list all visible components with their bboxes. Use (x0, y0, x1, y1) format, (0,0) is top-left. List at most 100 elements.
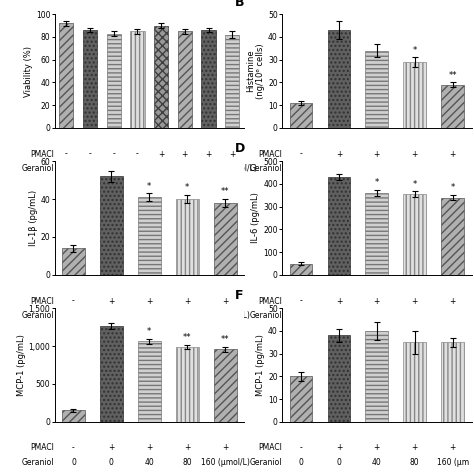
Bar (176, 347, 199, 422)
Text: 40: 40 (180, 164, 190, 173)
Bar (365, 331, 388, 422)
Text: 0: 0 (71, 458, 76, 467)
Bar (138, 197, 161, 275)
Text: +: + (146, 297, 153, 306)
Text: -: - (300, 297, 302, 306)
Bar (176, 199, 199, 275)
Bar (441, 198, 464, 275)
Y-axis label: Histamine
(ng/10⁶ cells): Histamine (ng/10⁶ cells) (246, 43, 265, 99)
Bar (441, 342, 464, 422)
Bar (201, 30, 216, 128)
Text: D: D (235, 143, 245, 155)
Text: 160: 160 (130, 164, 145, 173)
Text: *: * (451, 183, 455, 192)
Text: 0: 0 (64, 164, 69, 173)
Text: **: ** (221, 335, 229, 344)
Text: **: ** (221, 187, 229, 196)
Bar (214, 349, 237, 422)
Text: 80: 80 (182, 311, 192, 320)
Text: +: + (449, 297, 456, 306)
Text: Geraniol: Geraniol (249, 311, 282, 320)
Bar (290, 376, 312, 422)
Text: PMACI: PMACI (258, 444, 282, 453)
Text: 80: 80 (204, 164, 213, 173)
Text: 0: 0 (299, 458, 303, 467)
Text: +: + (374, 150, 380, 159)
Text: -: - (65, 150, 68, 159)
Text: **: ** (448, 71, 457, 80)
Bar (328, 336, 350, 422)
Text: +: + (449, 444, 456, 453)
Text: PMACI: PMACI (31, 297, 55, 306)
Text: 80: 80 (410, 458, 419, 467)
Text: 0: 0 (337, 458, 341, 467)
Bar (138, 341, 161, 422)
Text: 80: 80 (182, 458, 192, 467)
Text: 160 (μm: 160 (μm (437, 311, 469, 320)
Text: +: + (205, 150, 212, 159)
Text: -: - (89, 150, 91, 159)
Text: *: * (413, 180, 417, 189)
Text: 40: 40 (372, 164, 382, 173)
Bar (62, 410, 85, 422)
Bar (83, 30, 97, 128)
Text: 160 (μm: 160 (μm (437, 458, 469, 467)
Bar (365, 51, 388, 128)
Text: +: + (411, 150, 418, 159)
Text: 40: 40 (145, 311, 154, 320)
Text: +: + (411, 444, 418, 453)
Text: +: + (146, 444, 153, 453)
Text: PMACI: PMACI (258, 150, 282, 159)
Text: Geraniol: Geraniol (249, 458, 282, 467)
Text: *: * (413, 46, 417, 55)
Text: 160 (μmol/L): 160 (μmol/L) (208, 164, 257, 173)
Text: 160 (μmol/L): 160 (μmol/L) (201, 458, 250, 467)
Y-axis label: IL-6 (pg/mL): IL-6 (pg/mL) (252, 192, 260, 244)
Text: 80: 80 (410, 311, 419, 320)
Text: -: - (136, 150, 139, 159)
Y-axis label: IL-1β (pg/mL): IL-1β (pg/mL) (29, 190, 38, 246)
Text: **: ** (183, 333, 191, 342)
Text: +: + (222, 297, 228, 306)
Text: 0: 0 (299, 311, 303, 320)
Bar (365, 193, 388, 275)
Text: 160 (μm: 160 (μm (437, 164, 469, 173)
Text: 0: 0 (109, 458, 114, 467)
Text: -: - (72, 444, 75, 453)
Text: -: - (300, 150, 302, 159)
Bar (328, 177, 350, 275)
Text: 0: 0 (337, 164, 341, 173)
Text: 160 (μmol/L): 160 (μmol/L) (201, 311, 250, 320)
Text: 0: 0 (337, 311, 341, 320)
Text: +: + (374, 297, 380, 306)
Bar (178, 31, 192, 128)
Text: F: F (235, 290, 243, 302)
Bar (403, 194, 426, 275)
Text: Geraniol: Geraniol (22, 164, 55, 173)
Text: +: + (336, 297, 342, 306)
Text: 40: 40 (85, 164, 95, 173)
Bar (107, 34, 121, 128)
Y-axis label: MCP-1 (pg/mL): MCP-1 (pg/mL) (17, 334, 26, 396)
Text: -: - (72, 297, 75, 306)
Text: *: * (185, 183, 189, 192)
Text: 80: 80 (109, 164, 118, 173)
Text: -: - (112, 150, 115, 159)
Text: 40: 40 (372, 311, 382, 320)
Bar (214, 203, 237, 275)
Text: +: + (374, 444, 380, 453)
Text: Geraniol: Geraniol (22, 311, 55, 320)
Text: +: + (222, 444, 228, 453)
Text: *: * (147, 327, 151, 336)
Text: +: + (158, 150, 164, 159)
Text: +: + (108, 297, 115, 306)
Text: +: + (184, 444, 191, 453)
Bar (130, 31, 145, 128)
Bar (154, 26, 168, 128)
Text: PMACI: PMACI (31, 150, 55, 159)
Text: B: B (235, 0, 244, 9)
Text: +: + (411, 297, 418, 306)
Text: +: + (184, 297, 191, 306)
Bar (328, 30, 350, 128)
Text: 0: 0 (71, 311, 76, 320)
